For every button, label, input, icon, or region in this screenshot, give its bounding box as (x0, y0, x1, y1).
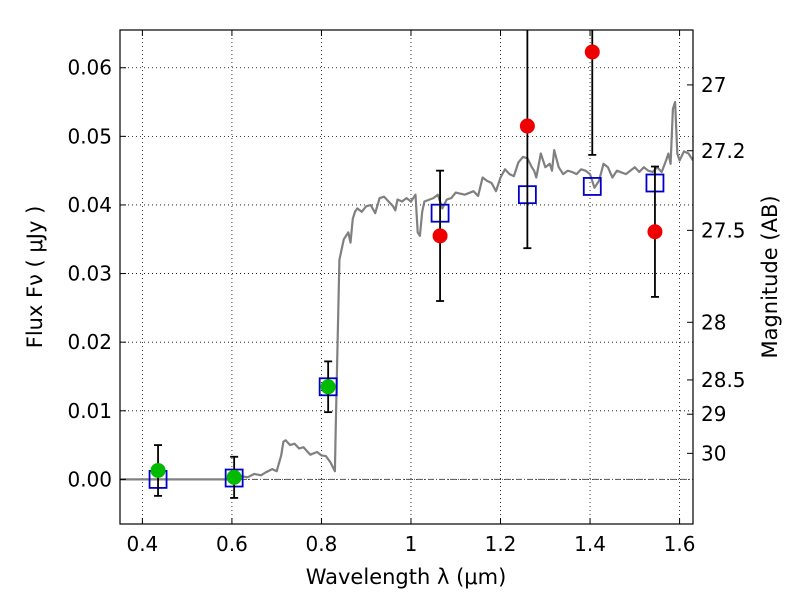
observed-flux-point (432, 228, 448, 244)
y2-tick-label: 27.5 (701, 218, 746, 242)
x-tick-label: 0.4 (126, 532, 158, 556)
y-tick-label: 0.05 (67, 124, 112, 148)
y2-tick-label: 28.5 (701, 368, 746, 392)
grid-lines (120, 30, 693, 524)
x-axis-label: Wavelength λ (μm) (306, 565, 507, 589)
y-tick-label: 0.04 (67, 193, 112, 217)
x-tick-label: 1.6 (664, 532, 696, 556)
y-tick-label: 0.02 (67, 330, 112, 354)
observed-flux-point (150, 462, 166, 478)
observed-flux-point (647, 224, 663, 240)
y2-tick-label: 29 (701, 402, 726, 426)
x-tick-label: 1.2 (485, 532, 517, 556)
y-tick-label: 0.01 (67, 399, 112, 423)
y2-axis-label: Magnitude (AB) (758, 195, 782, 358)
axes-frame (119, 29, 694, 525)
y2-tick-label: 27 (701, 73, 726, 97)
y-axis-label: Flux Fν ( μJy ) (23, 206, 47, 349)
model-spectrum-line (120, 100, 693, 481)
model-flux-square (582, 177, 602, 196)
y2-tick-label: 30 (701, 441, 726, 465)
x-tick-label: 1.4 (574, 532, 606, 556)
observed-flux-point (584, 44, 600, 60)
y-tick-label: 0.03 (67, 262, 112, 286)
x-tick-label: 0.8 (306, 532, 338, 556)
observed-flux-point (226, 469, 242, 485)
x-tick-label: 1 (405, 532, 418, 556)
y2-tick-label: 27.2 (701, 139, 746, 163)
plot-area (120, 30, 693, 499)
axis-ticks: 0.4 0.6 0.8 1 1.2 1.4 1.6 0.00 0.01 0.02 0.03 0.04 0… (67, 30, 746, 556)
y-tick-label: 0.06 (67, 56, 112, 80)
x-tick-label: 0.6 (216, 532, 248, 556)
y-tick-label: 0.00 (67, 467, 112, 491)
observed-flux-point (320, 379, 336, 395)
y2-tick-label: 28 (701, 310, 726, 334)
observed-flux-point (519, 118, 535, 134)
